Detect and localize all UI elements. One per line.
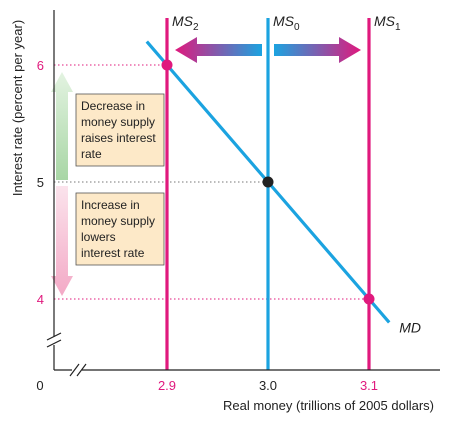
y-tick-label: 6	[37, 58, 44, 73]
y-tick-label: 4	[37, 292, 44, 307]
ms-label-2: MS2	[172, 13, 199, 33]
origin-label: 0	[36, 378, 43, 393]
x-axis-title: Real money (trillions of 2005 dollars)	[223, 398, 434, 413]
money-demand-line: MD	[147, 42, 421, 336]
decrease-note-line: money supply	[81, 115, 155, 129]
decrease-note-line: rate	[81, 147, 102, 161]
decrease-note-line: Decrease in	[81, 99, 145, 113]
shift-left-arrow	[175, 37, 262, 63]
x-tick-label: 2.9	[158, 378, 176, 393]
increase-note-line: Increase in	[81, 198, 140, 212]
ms-label-0: MS0	[273, 13, 300, 33]
annotation-boxes: Decrease in money supply raises interest ra…	[76, 94, 164, 265]
equilibrium-point-0	[162, 60, 173, 71]
ms-label-1: MS1	[374, 13, 401, 33]
shift-right-arrow	[274, 37, 361, 63]
y-tick-label: 5	[37, 175, 44, 190]
y-axis-title: Interest rate (percent per year)	[10, 20, 25, 196]
equilibrium-point-2	[364, 294, 375, 305]
x-tick-label: 3.1	[360, 378, 378, 393]
money-supply-lines: MS2 MS0 MS1	[167, 13, 401, 370]
increase-note-line: money supply	[81, 214, 155, 228]
increase-note-line: lowers	[81, 230, 116, 244]
equilibrium-point-1	[263, 177, 274, 188]
increase-note-line: interest rate	[81, 246, 145, 260]
decrease-note-line: raises interest	[81, 131, 156, 145]
x-tick-label: 3.0	[259, 378, 277, 393]
md-label: MD	[399, 319, 421, 335]
